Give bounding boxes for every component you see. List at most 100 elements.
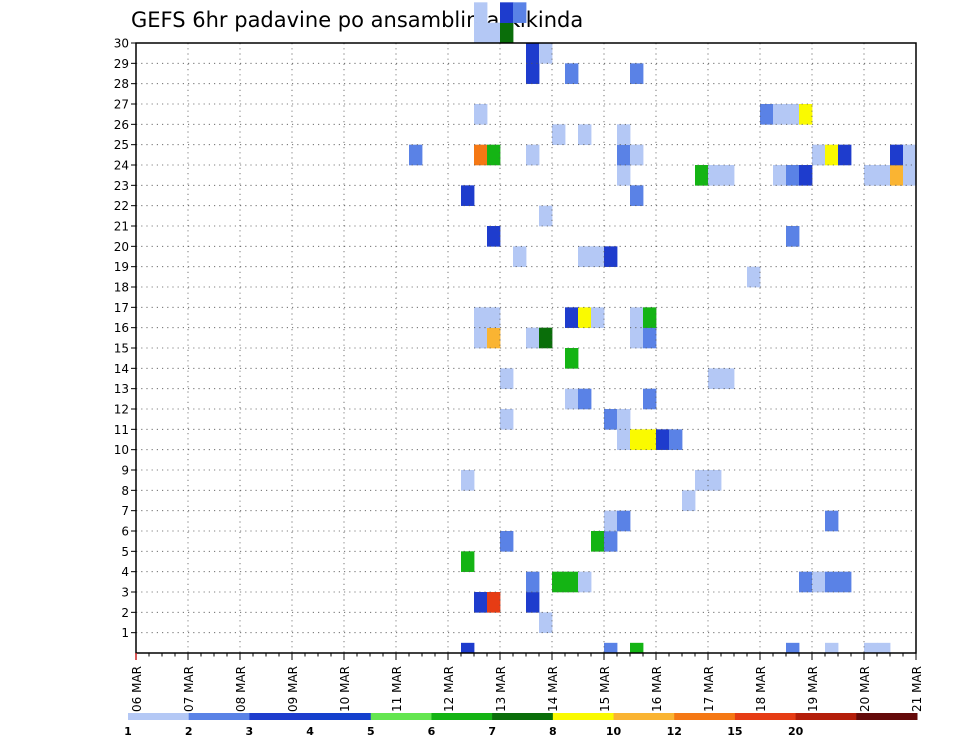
legend-label: 6 [428,725,436,738]
y-tick-label: 20 [114,240,129,254]
legend-swatch [370,713,432,720]
legend-swatch [128,713,190,720]
heatmap-cell [604,246,618,267]
legend-swatch [249,713,311,720]
heatmap-cell [487,226,501,247]
y-tick-label: 12 [114,403,129,417]
heatmap-cell [695,470,709,491]
heatmap-cell [591,531,605,552]
y-axis: 1234567891011121314151617181920212223242… [114,37,136,640]
heatmap-cell [630,144,644,166]
y-tick-label: 28 [114,77,129,91]
heatmap-cell [552,124,566,145]
heatmap-cell [474,592,488,613]
heatmap-cell [630,327,644,349]
color-legend: 1 2 3 4 5 6 7 8 10 12 15 20 [124,713,918,738]
heatmap-cell [630,642,644,653]
heatmap-cell [604,531,618,552]
heatmap-cell [630,429,644,450]
heatmap-cell [461,551,475,572]
y-tick-label: 8 [121,484,129,498]
legend-label: 2 [185,725,193,738]
heatmap-cell [838,571,852,593]
heatmap-cell [708,165,722,186]
heatmap-cell [890,144,904,166]
x-tick-label: 12 MAR [442,666,456,712]
heatmap-cell [474,327,488,349]
heatmap-cell [604,409,618,430]
y-tick-label: 27 [114,98,129,112]
heatmap-cell [526,63,540,84]
heatmap-cell [838,144,852,166]
y-tick-label: 3 [121,586,129,600]
heatmap-cell [877,165,891,186]
heatmap-cell [409,144,423,166]
heatmap-cell [539,327,553,349]
legend-label: 15 [727,725,742,738]
legend-label: 8 [549,725,557,738]
y-tick-label: 17 [114,301,129,315]
heatmap-cell [786,165,800,186]
heatmap-cell [487,22,501,44]
heatmap-cell [825,571,839,593]
y-tick-label: 6 [121,525,129,539]
heatmap-cell [513,2,527,23]
x-tick-label: 09 MAR [286,666,300,712]
heatmap-cell [578,571,592,593]
heatmap-cell [526,571,540,593]
heatmap-cell [643,388,657,410]
heatmap-cell [825,510,839,532]
legend-label: 3 [246,725,254,738]
heatmap-cell [643,327,657,349]
heatmap-cell [773,104,787,125]
y-tick-label: 11 [114,423,129,437]
y-tick-label: 13 [114,382,129,396]
legend-label: 5 [367,725,375,738]
heatmap-cell [591,307,605,328]
heatmap-cell [617,124,631,145]
heatmap-cell [708,470,722,491]
x-tick-label: 17 MAR [702,666,716,712]
heatmap-cell [864,642,878,653]
heatmap-cell [617,429,631,450]
heatmap-cell [682,490,696,511]
heatmap-cell [565,388,579,410]
y-tick-label: 25 [114,138,129,152]
heatmap-cell [617,510,631,532]
y-tick-label: 26 [114,118,129,132]
x-tick-label: 16 MAR [650,666,664,712]
heatmap-cell [539,205,553,227]
y-tick-label: 29 [114,57,129,71]
x-tick-label: 08 MAR [234,666,248,712]
heatmap-cell [565,571,579,593]
heatmap-cell [630,307,644,328]
heatmap-cell [461,470,475,491]
y-tick-label: 18 [114,281,129,295]
heatmap-cell [760,104,774,125]
heatmap-cell [903,165,917,186]
legend-swatch [431,713,493,720]
grid-layer [136,43,916,653]
heatmap-cell [617,409,631,430]
heatmap-cell [708,368,722,389]
y-tick-label: 5 [121,545,129,559]
x-tick-label: 20 MAR [858,666,872,712]
legend-swatch [552,713,615,720]
cells-layer [409,2,917,653]
heatmap-cell [500,409,514,430]
heatmap-cell [825,144,839,166]
heatmap-cell [578,307,592,328]
x-tick-label: 21 MAR [910,666,924,712]
heatmap-cell [461,185,475,206]
heatmap-cell [890,165,904,186]
heatmap-cell [669,429,683,450]
heatmap-cell [604,510,618,532]
y-tick-label: 22 [114,199,129,213]
heatmap-cell [526,592,540,613]
y-tick-label: 23 [114,179,129,193]
legend-label: 4 [306,725,314,738]
heatmap-cell [903,144,917,166]
heatmap-cell [786,226,800,247]
legend-swatch [856,713,918,720]
